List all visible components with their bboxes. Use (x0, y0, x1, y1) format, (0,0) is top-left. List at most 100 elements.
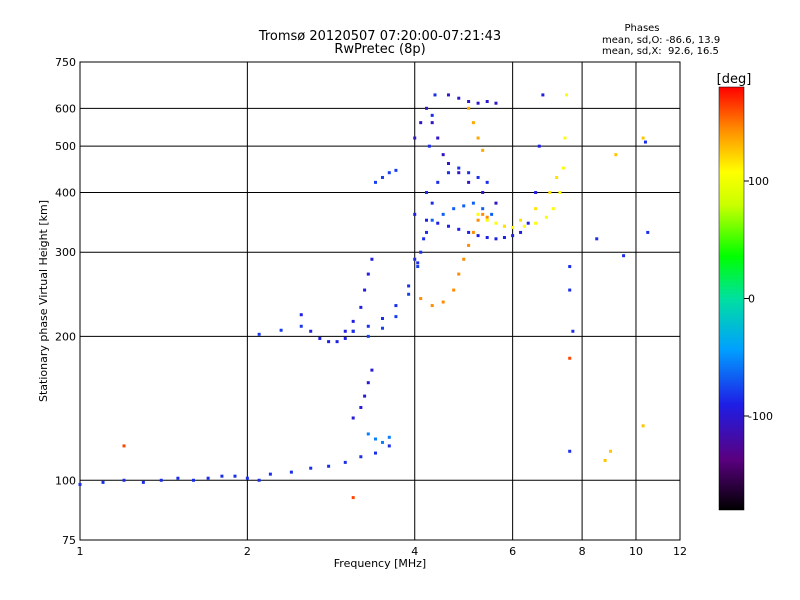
data-point (457, 272, 461, 276)
data-point (467, 180, 471, 184)
data-point (646, 230, 650, 234)
data-point (289, 470, 293, 474)
data-point (561, 166, 565, 170)
data-point (511, 225, 515, 229)
data-point (359, 405, 363, 409)
data-point (476, 218, 480, 222)
x-tick-label: 1 (77, 545, 84, 558)
y-axis-label: Stationary phase Virtual Height [km] (37, 200, 50, 402)
data-point (359, 305, 363, 309)
y-tick-label: 75 (62, 534, 76, 547)
data-point (490, 212, 494, 216)
data-point (446, 93, 450, 97)
data-point (595, 237, 599, 241)
data-point (78, 482, 82, 486)
data-point (485, 236, 489, 240)
data-point (425, 218, 429, 222)
data-point (481, 148, 485, 152)
data-point (327, 340, 331, 344)
data-point (452, 288, 456, 292)
data-point (471, 121, 475, 125)
colorbar-gradient (718, 86, 745, 511)
data-point (407, 284, 411, 288)
chart-title: Tromsø 20120507 07:20:00-07:21:43 (258, 29, 501, 44)
data-point (327, 464, 331, 468)
data-point (279, 328, 283, 332)
data-point (407, 292, 411, 296)
data-point (485, 218, 489, 222)
data-point (318, 336, 322, 340)
data-point (534, 190, 538, 194)
data-point (380, 440, 384, 444)
data-point (568, 265, 572, 269)
data-point (467, 171, 471, 175)
data-point (534, 207, 538, 211)
colorbar: [deg] 100 0 -100 (717, 72, 773, 511)
data-point (373, 437, 377, 441)
data-point (351, 496, 355, 500)
data-point (641, 136, 645, 140)
data-point (370, 257, 374, 261)
data-point (467, 100, 471, 104)
data-point (494, 221, 498, 225)
data-point (419, 297, 423, 301)
data-point (363, 288, 367, 292)
data-point (548, 190, 552, 194)
data-point (541, 93, 545, 97)
data-point (416, 261, 420, 265)
data-point (534, 221, 538, 225)
data-point (430, 201, 434, 205)
data-point (430, 304, 434, 308)
colorbar-label: [deg] (717, 72, 752, 87)
data-point (526, 221, 530, 225)
data-point (622, 254, 626, 258)
data-point (245, 476, 249, 480)
data-point (141, 480, 145, 484)
data-point (380, 316, 384, 320)
data-point (643, 140, 647, 144)
data-point (366, 324, 370, 328)
data-point (176, 476, 180, 480)
x-tick-label: 8 (579, 545, 586, 558)
plot-frame (79, 61, 681, 541)
x-tick-label: 10 (629, 545, 643, 558)
data-point (430, 113, 434, 117)
data-point (494, 201, 498, 205)
data-point (494, 237, 498, 241)
data-point (373, 451, 377, 455)
data-point (343, 336, 347, 340)
colorbar-tick-label: 0 (748, 293, 755, 306)
data-point (413, 257, 417, 261)
data-point (457, 166, 461, 170)
data-point (191, 478, 195, 482)
data-point (614, 153, 618, 157)
data-point (446, 161, 450, 165)
data-point (257, 332, 261, 336)
data-point (446, 224, 450, 228)
data-point (568, 449, 572, 453)
y-tick-label: 600 (55, 102, 76, 115)
data-point (603, 458, 607, 462)
data-point (481, 207, 485, 211)
data-point (343, 460, 347, 464)
data-point (494, 101, 498, 105)
data-point (387, 171, 391, 175)
data-point (436, 221, 440, 225)
data-point (485, 100, 489, 104)
data-point (122, 478, 126, 482)
data-point (351, 329, 355, 333)
data-point (452, 207, 456, 211)
phases-title: Phases (624, 23, 659, 34)
data-point (427, 144, 431, 148)
data-point (502, 236, 506, 240)
x-axis-ticks: 1 2 4 6 8 10 12 (77, 545, 688, 558)
data-point (220, 474, 224, 478)
data-point (351, 319, 355, 323)
data-point (257, 478, 261, 482)
data-point (441, 300, 445, 304)
data-point (476, 136, 480, 140)
data-point (571, 329, 575, 333)
x-tick-label: 4 (411, 545, 418, 558)
data-point (563, 136, 567, 140)
